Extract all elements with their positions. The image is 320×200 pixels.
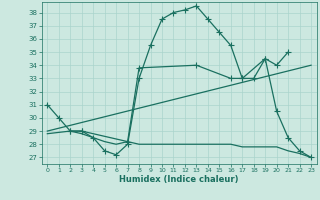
X-axis label: Humidex (Indice chaleur): Humidex (Indice chaleur): [119, 175, 239, 184]
